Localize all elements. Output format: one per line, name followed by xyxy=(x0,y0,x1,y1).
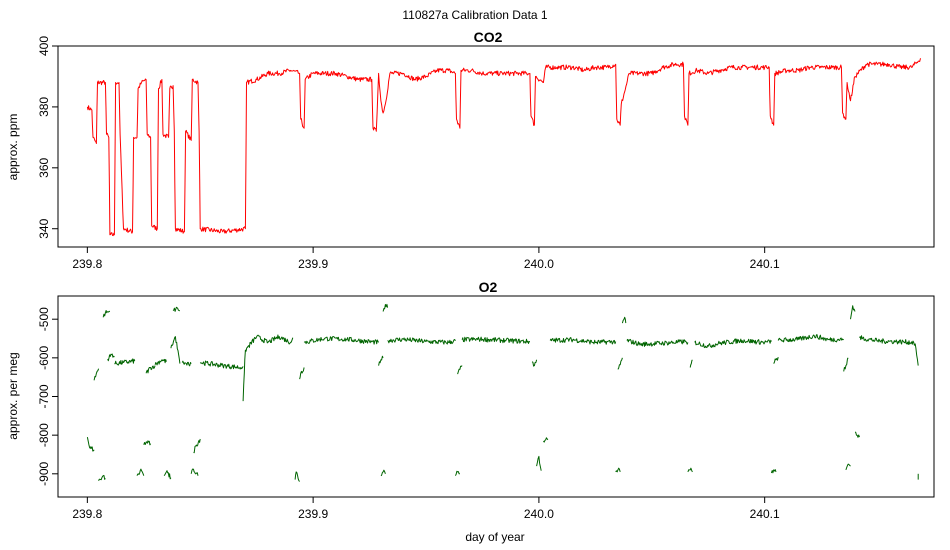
o2-y-tick-label: -600 xyxy=(37,346,51,370)
o2-series-line xyxy=(172,306,180,312)
co2-x-tick-label: 239.8 xyxy=(72,257,102,271)
co2-y-tick-label: 380 xyxy=(37,97,51,117)
o2-series-line xyxy=(845,463,851,471)
o2-series-line xyxy=(190,468,199,476)
co2-y-axis-label: approx. ppm xyxy=(6,114,20,181)
o2-series-line xyxy=(102,310,111,318)
o2-series-line xyxy=(387,337,456,345)
o2-y-axis-label: approx. per meg xyxy=(6,352,20,439)
o2-series-line xyxy=(199,360,244,370)
o2-series-line xyxy=(136,468,145,476)
o2-series-line xyxy=(694,338,772,349)
o2-series-line xyxy=(86,437,95,452)
figure-title: 110827a Calibration Data 1 xyxy=(402,8,548,22)
co2-panel-title: CO2 xyxy=(474,29,503,45)
co2-x-tick-label: 239.9 xyxy=(298,257,328,271)
co2-y-tick-label: 360 xyxy=(37,157,51,177)
o2-plot-frame xyxy=(57,295,935,498)
o2-series-line xyxy=(193,438,201,454)
co2-y-tick-label: 400 xyxy=(37,36,51,56)
o2-series-line xyxy=(114,358,136,366)
co2-x-tick-label: 240.1 xyxy=(750,257,780,271)
o2-series-line xyxy=(777,334,844,343)
o2-series-line xyxy=(626,338,689,347)
o2-series-line xyxy=(542,437,549,443)
o2-series-line xyxy=(378,355,384,366)
o2-y-tick-label: -900 xyxy=(37,461,51,485)
co2-panel: CO2 239.8 239.9 240.0 240.1 340 360 380 400 ap… xyxy=(6,29,935,271)
o2-series-line xyxy=(621,316,627,324)
o2-series-line xyxy=(615,467,621,473)
o2-series-line xyxy=(382,303,389,312)
o2-series-line xyxy=(98,474,106,482)
o2-series-line xyxy=(170,336,181,364)
o2-series-line xyxy=(859,335,919,366)
o2-series-line xyxy=(143,440,152,446)
o2-x-tick-label: 239.8 xyxy=(72,507,102,521)
o2-series-line xyxy=(163,470,172,480)
o2-series-line xyxy=(303,336,380,345)
x-axis-label: day of year xyxy=(465,530,524,544)
o2-series-line xyxy=(689,359,693,368)
o2-series-line xyxy=(181,360,192,367)
o2-series-line xyxy=(461,336,530,344)
o2-series-line xyxy=(299,367,305,380)
o2-series-line xyxy=(843,357,849,372)
co2-plot-frame xyxy=(57,45,935,248)
o2-x-tick-label: 239.9 xyxy=(298,507,328,521)
co2-y-tick-label: 340 xyxy=(37,218,51,238)
co2-series-line xyxy=(86,58,921,237)
o2-panel-title: O2 xyxy=(479,279,498,295)
o2-series-line xyxy=(549,337,617,345)
o2-series-line xyxy=(107,353,115,362)
o2-x-tick-label: 240.0 xyxy=(524,507,554,521)
o2-x-tick-label: 240.1 xyxy=(750,507,780,521)
o2-series-line xyxy=(145,365,156,374)
o2-series-line xyxy=(457,365,463,375)
o2-series-line xyxy=(850,305,856,320)
o2-panel: O2 239.8 239.9 240.0 240.1 -900 -800 -700 -600… xyxy=(6,279,935,521)
o2-series-line xyxy=(380,469,386,477)
o2-series-line xyxy=(294,471,300,482)
o2-series-line xyxy=(154,358,167,366)
o2-y-tick-label: -500 xyxy=(37,307,51,331)
o2-series-line xyxy=(531,359,538,367)
o2-series-line xyxy=(770,469,777,474)
o2-series-line xyxy=(536,455,542,471)
o2-series-line xyxy=(854,431,860,438)
o2-series-line xyxy=(687,467,693,473)
co2-x-tick-label: 240.0 xyxy=(524,257,554,271)
o2-series-line xyxy=(242,334,294,402)
o2-series-line xyxy=(454,470,460,476)
o2-series-line xyxy=(773,356,779,364)
o2-series-line xyxy=(617,357,623,370)
o2-y-tick-label: -700 xyxy=(37,384,51,408)
o2-series-line xyxy=(93,368,100,381)
o2-y-tick-label: -800 xyxy=(37,423,51,447)
